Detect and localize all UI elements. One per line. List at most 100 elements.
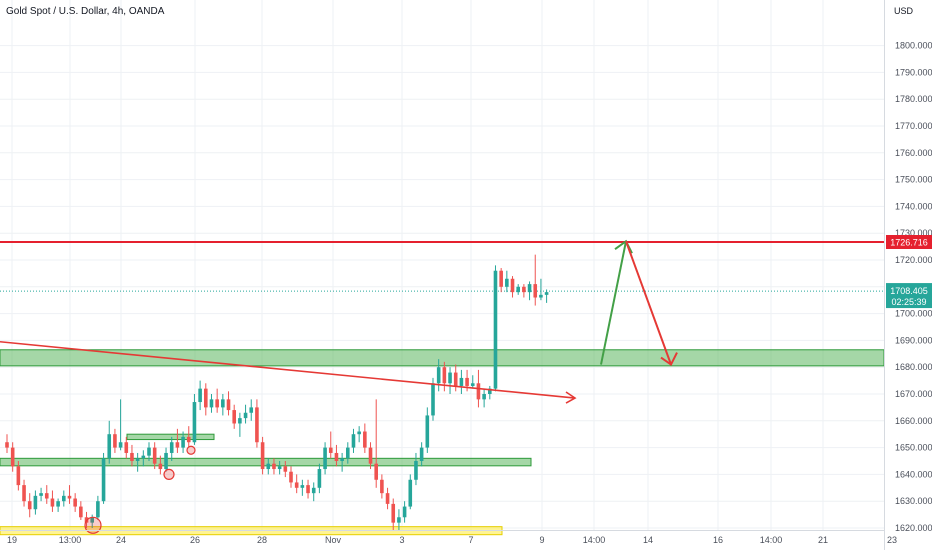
candle bbox=[391, 498, 396, 531]
candle-body bbox=[169, 442, 174, 453]
candle bbox=[294, 474, 299, 494]
y-tick-label: 1740.000 bbox=[895, 201, 932, 211]
candle-body bbox=[27, 501, 32, 510]
candle-body bbox=[465, 377, 469, 386]
y-tick-label: 1760.000 bbox=[895, 148, 932, 158]
candle bbox=[27, 493, 32, 518]
candle-body bbox=[351, 434, 356, 448]
candle bbox=[340, 452, 344, 472]
candle-body bbox=[266, 463, 271, 470]
candle-body bbox=[397, 517, 401, 523]
candle-body bbox=[113, 434, 117, 448]
candle-body bbox=[533, 284, 538, 298]
candle-body bbox=[238, 418, 242, 424]
x-tick-label: 21 bbox=[818, 535, 828, 545]
projection-down-arrow bbox=[625, 240, 672, 365]
circle-marker bbox=[84, 516, 102, 534]
candle bbox=[323, 442, 327, 475]
candle-body bbox=[39, 493, 43, 496]
candle-body bbox=[346, 447, 350, 459]
projection-up-arrow bbox=[600, 241, 627, 365]
candle-body bbox=[96, 501, 100, 518]
candle bbox=[67, 485, 72, 504]
candle bbox=[33, 490, 38, 515]
candle bbox=[408, 474, 413, 510]
y-tick-label: 1680.000 bbox=[895, 362, 932, 372]
x-tick-label: 9 bbox=[539, 535, 544, 545]
trendline-arrowhead bbox=[565, 391, 577, 404]
candle-body bbox=[482, 394, 486, 400]
candle bbox=[374, 399, 378, 488]
candle-body bbox=[277, 466, 282, 470]
y-tick-label: 1670.000 bbox=[895, 389, 932, 399]
candle-body bbox=[488, 388, 492, 394]
y-tick-label: 1790.000 bbox=[895, 67, 932, 77]
candle bbox=[255, 399, 259, 448]
candle-body bbox=[181, 436, 185, 448]
last-price-label: 1708.405 bbox=[890, 286, 928, 296]
candle-body bbox=[476, 383, 481, 400]
candle-body bbox=[198, 388, 202, 403]
candle-body bbox=[272, 463, 276, 470]
candle bbox=[249, 399, 254, 421]
candle bbox=[346, 442, 350, 464]
candle bbox=[397, 509, 401, 531]
candle-body bbox=[408, 479, 413, 507]
candle bbox=[317, 463, 322, 494]
small-zone bbox=[126, 433, 215, 441]
target-zone bbox=[0, 349, 885, 367]
candle bbox=[459, 369, 464, 394]
y-tick-label: 1780.000 bbox=[895, 94, 932, 104]
candle bbox=[186, 426, 191, 448]
candle-body bbox=[419, 447, 424, 461]
currency-label: USD bbox=[894, 6, 914, 16]
candle bbox=[425, 407, 430, 453]
candle bbox=[141, 450, 146, 467]
candle-body bbox=[436, 367, 441, 384]
candle-body bbox=[380, 479, 384, 494]
candle bbox=[385, 487, 390, 510]
x-tick-label: 14 bbox=[643, 535, 653, 545]
y-tick-label: 1640.000 bbox=[895, 469, 932, 479]
candle bbox=[499, 268, 503, 293]
candle-body bbox=[192, 402, 197, 443]
candle bbox=[380, 474, 384, 499]
candle bbox=[164, 447, 168, 472]
candle bbox=[226, 391, 231, 416]
y-tick-label: 1700.000 bbox=[895, 309, 932, 319]
candle bbox=[277, 461, 282, 475]
candle bbox=[283, 461, 288, 478]
candle bbox=[181, 431, 185, 453]
candle bbox=[130, 444, 134, 467]
x-tick-label: 14:00 bbox=[583, 535, 606, 545]
candle-body bbox=[317, 469, 322, 488]
candle-body bbox=[516, 286, 520, 293]
candle bbox=[113, 428, 117, 453]
candle bbox=[204, 383, 208, 416]
resistance-price-label: 1726.716 bbox=[890, 238, 928, 248]
candle bbox=[527, 281, 532, 301]
candles bbox=[5, 254, 549, 531]
circle-marker bbox=[186, 445, 196, 455]
x-tick-label: 13:00 bbox=[59, 535, 82, 545]
candle bbox=[488, 385, 492, 400]
candle bbox=[357, 426, 361, 443]
candle bbox=[96, 495, 100, 520]
candle bbox=[311, 482, 316, 502]
candle-body bbox=[204, 388, 208, 408]
candle-body bbox=[294, 482, 299, 488]
candle-body bbox=[152, 447, 157, 464]
candle bbox=[539, 278, 543, 301]
candle bbox=[221, 394, 225, 416]
candle-body bbox=[539, 294, 543, 298]
candle-body bbox=[544, 292, 549, 295]
candle bbox=[272, 458, 276, 475]
y-tick-label: 1630.000 bbox=[895, 496, 932, 506]
candle bbox=[334, 444, 339, 467]
candle-body bbox=[374, 463, 378, 480]
candle-body bbox=[368, 447, 373, 464]
candle bbox=[470, 375, 475, 389]
candle-body bbox=[442, 367, 447, 384]
candle-body bbox=[5, 442, 9, 448]
